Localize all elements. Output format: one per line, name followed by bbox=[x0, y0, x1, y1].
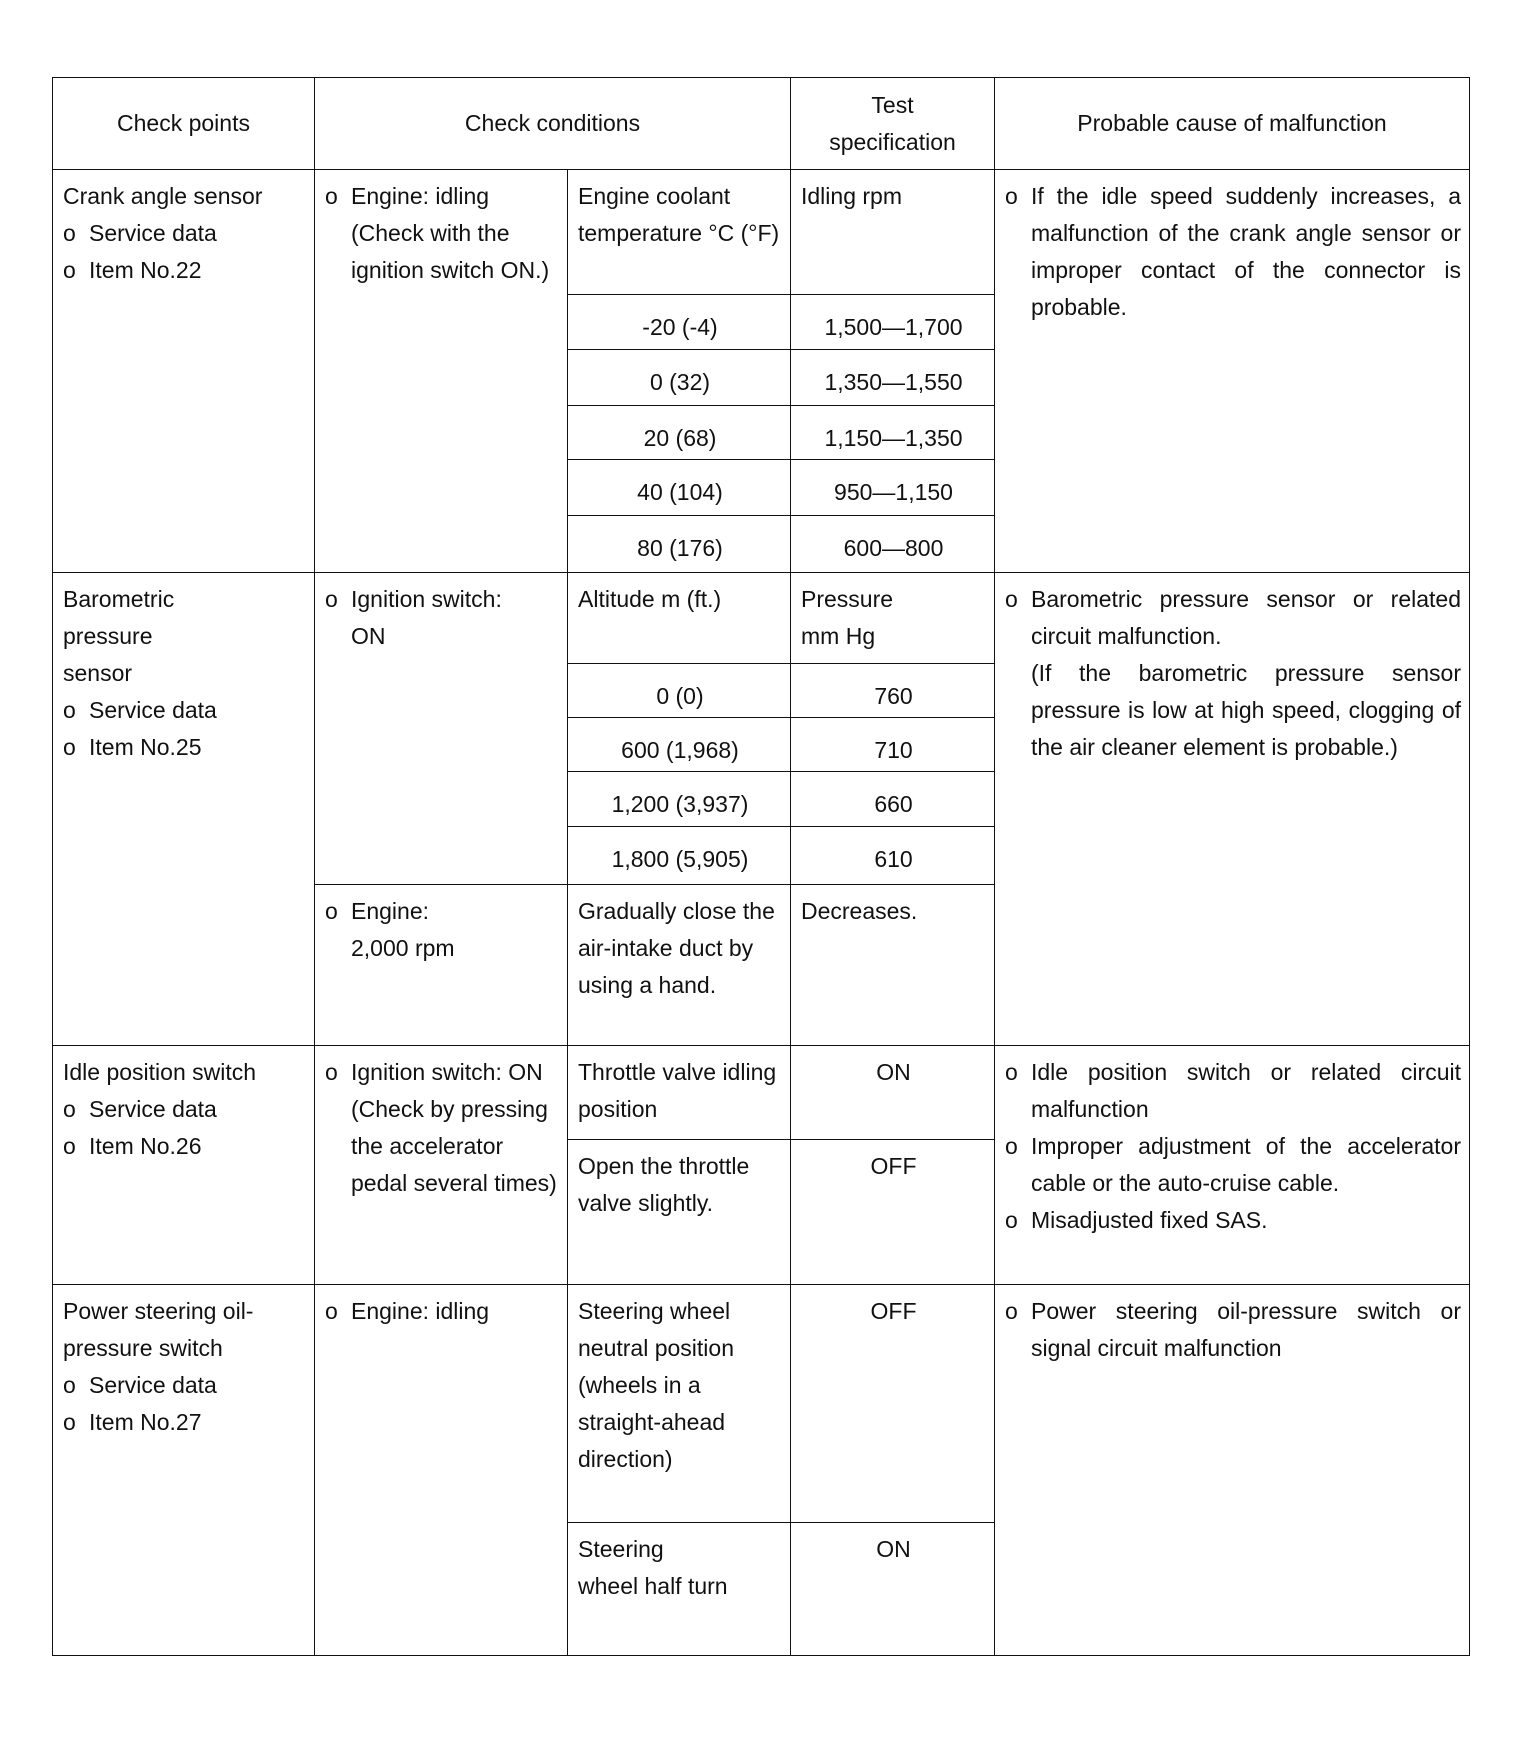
sub-row-spec: ON bbox=[790, 1045, 995, 1140]
sub-row-spec: 660 bbox=[790, 771, 995, 827]
sub-header-spec: Pressure mm Hg bbox=[790, 572, 995, 664]
condition-cell: Engine: idling (Check with the ignition … bbox=[314, 169, 568, 573]
sub-row-spec: 600—800 bbox=[790, 515, 995, 573]
sub-row-label: Open the throttle valve slightly. bbox=[567, 1139, 791, 1285]
header-label: Probable cause of malfunction bbox=[1077, 110, 1387, 136]
cause-item: Improper adjustment of the accelerator c… bbox=[1005, 1128, 1461, 1202]
check-point-item: Item No.27 bbox=[63, 1404, 306, 1441]
cause-item: Barometric pressure sensor or related ci… bbox=[1005, 581, 1461, 655]
sub-row-spec: ON bbox=[790, 1522, 995, 1656]
sub-row-spec: OFF bbox=[790, 1284, 995, 1523]
check-point-title: Idle position switch bbox=[63, 1059, 257, 1085]
sub-row-label: Steering wheel half turn bbox=[567, 1522, 791, 1656]
check-point-title: Power steering oil-pressure switch bbox=[63, 1298, 254, 1361]
sub-row-spec: 1,350—1,550 bbox=[790, 349, 995, 406]
sub-row-spec: 610 bbox=[790, 826, 995, 885]
check-point-power-steering: Power steering oil-pressure switch Servi… bbox=[52, 1284, 315, 1656]
condition-cell: Engine: 2,000 rpm bbox=[314, 884, 568, 1046]
sub-row-spec: 710 bbox=[790, 717, 995, 772]
sub-row-label: Steering wheel neutral position (wheels … bbox=[567, 1284, 791, 1523]
condition-text: Engine: idling (Check with the ignition … bbox=[325, 178, 559, 289]
sub-row-label: 0 (32) bbox=[567, 349, 791, 406]
sub-row-spec: OFF bbox=[790, 1139, 995, 1285]
sub-row-label: Gradually close the air-intake duct by u… bbox=[567, 884, 791, 1046]
header-check-points: Check points bbox=[52, 77, 315, 170]
sub-row-label: 80 (176) bbox=[567, 515, 791, 573]
sub-row-label: Throttle valve idling position bbox=[567, 1045, 791, 1140]
check-point-barometric: Barometric pressure sensor Service data … bbox=[52, 572, 315, 1046]
check-point-item: Service data bbox=[63, 692, 306, 729]
condition-cell: Ignition switch: ON (Check by pressing t… bbox=[314, 1045, 568, 1285]
condition-cell: Engine: idling bbox=[314, 1284, 568, 1656]
cause-item: If the idle speed suddenly increases, a … bbox=[1005, 178, 1461, 326]
check-point-item: Item No.22 bbox=[63, 252, 306, 289]
check-point-item: Item No.25 bbox=[63, 729, 306, 766]
condition-text: Engine: 2,000 rpm bbox=[325, 893, 559, 967]
sub-row-label: 1,200 (3,937) bbox=[567, 771, 791, 827]
cause-item: Idle position switch or related circuit … bbox=[1005, 1054, 1461, 1128]
check-point-title: Crank angle sensor bbox=[63, 183, 263, 209]
sub-row-spec: 950—1,150 bbox=[790, 459, 995, 516]
sub-row-label: 0 (0) bbox=[567, 663, 791, 718]
header-label: Test bbox=[871, 91, 914, 118]
check-point-item: Service data bbox=[63, 1367, 306, 1404]
sub-row-label: 40 (104) bbox=[567, 459, 791, 516]
check-point-item: Item No.26 bbox=[63, 1128, 306, 1165]
sub-row-spec: Decreases. bbox=[790, 884, 995, 1046]
check-point-idle-switch: Idle position switch Service data Item N… bbox=[52, 1045, 315, 1285]
header-probable-cause: Probable cause of malfunction bbox=[994, 77, 1470, 170]
check-point-item: Service data bbox=[63, 1091, 306, 1128]
header-label: Check points bbox=[117, 110, 250, 136]
condition-text: Ignition switch: ON bbox=[325, 581, 559, 655]
cause-item: Power steering oil-pressure switch or si… bbox=[1005, 1293, 1461, 1367]
sub-row-label: 20 (68) bbox=[567, 405, 791, 460]
condition-text: Engine: idling bbox=[325, 1293, 559, 1330]
check-point-item: Service data bbox=[63, 215, 306, 252]
cause-cell: Barometric pressure sensor or related ci… bbox=[994, 572, 1470, 1046]
sub-row-spec: 1,500—1,700 bbox=[790, 294, 995, 350]
cause-cell: Power steering oil-pressure switch or si… bbox=[994, 1284, 1470, 1656]
sub-header-spec: Idling rpm bbox=[790, 169, 995, 295]
sub-row-spec: 760 bbox=[790, 663, 995, 718]
condition-text: Ignition switch: ON (Check by pressing t… bbox=[325, 1054, 559, 1202]
header-test-specification: Test specification bbox=[790, 77, 995, 170]
check-point-crank-angle: Crank angle sensor Service data Item No.… bbox=[52, 169, 315, 573]
sub-row-label: -20 (-4) bbox=[567, 294, 791, 350]
header-label: Check conditions bbox=[464, 110, 641, 136]
header-label: specification bbox=[829, 128, 956, 155]
cause-item: Misadjusted fixed SAS. bbox=[1005, 1202, 1461, 1239]
sub-header-label: Engine coolant temperature °C (°F) bbox=[567, 169, 791, 295]
cause-note: (If the barometric pressure sensor press… bbox=[1031, 660, 1461, 760]
sub-header-label: Altitude m (ft.) bbox=[567, 572, 791, 664]
sub-row-label: 1,800 (5,905) bbox=[567, 826, 791, 885]
condition-cell: Ignition switch: ON bbox=[314, 572, 568, 885]
cause-cell: If the idle speed suddenly increases, a … bbox=[994, 169, 1470, 573]
sub-row-spec: 1,150—1,350 bbox=[790, 405, 995, 460]
check-point-title: Barometric pressure sensor bbox=[63, 586, 175, 686]
header-check-conditions: Check conditions bbox=[314, 77, 791, 170]
cause-cell: Idle position switch or related circuit … bbox=[994, 1045, 1470, 1285]
sub-row-label: 600 (1,968) bbox=[567, 717, 791, 772]
